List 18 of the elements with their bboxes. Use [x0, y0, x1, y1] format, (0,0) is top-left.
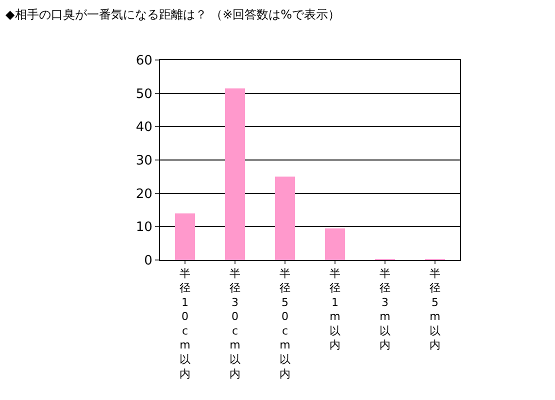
y-tick-label: 60: [136, 54, 152, 69]
bar: [325, 228, 345, 260]
y-tick-label: 40: [136, 120, 152, 136]
x-tick-label: 半径50cm以内: [280, 267, 290, 380]
chart-title: ◆相手の口臭が一番気になる距離は？ （※回答数は%で表示）: [6, 7, 340, 22]
y-tick-label: 50: [136, 86, 152, 102]
bar: [275, 176, 295, 260]
y-tick-label: 20: [136, 186, 152, 202]
x-tick-label: 半径30cm以内: [230, 267, 240, 380]
bar: [225, 88, 245, 260]
y-tick-label: 10: [136, 220, 152, 236]
x-tick-label: 半径10cm以内: [180, 267, 190, 380]
x-tick-label: 半径5m以内: [430, 267, 440, 352]
x-tick-label: 半径3m以内: [380, 267, 390, 352]
y-tick-label: 0: [144, 254, 152, 269]
y-tick-label: 30: [136, 154, 152, 169]
x-tick-label: 半径1m以内: [330, 267, 340, 352]
bar: [175, 213, 195, 260]
